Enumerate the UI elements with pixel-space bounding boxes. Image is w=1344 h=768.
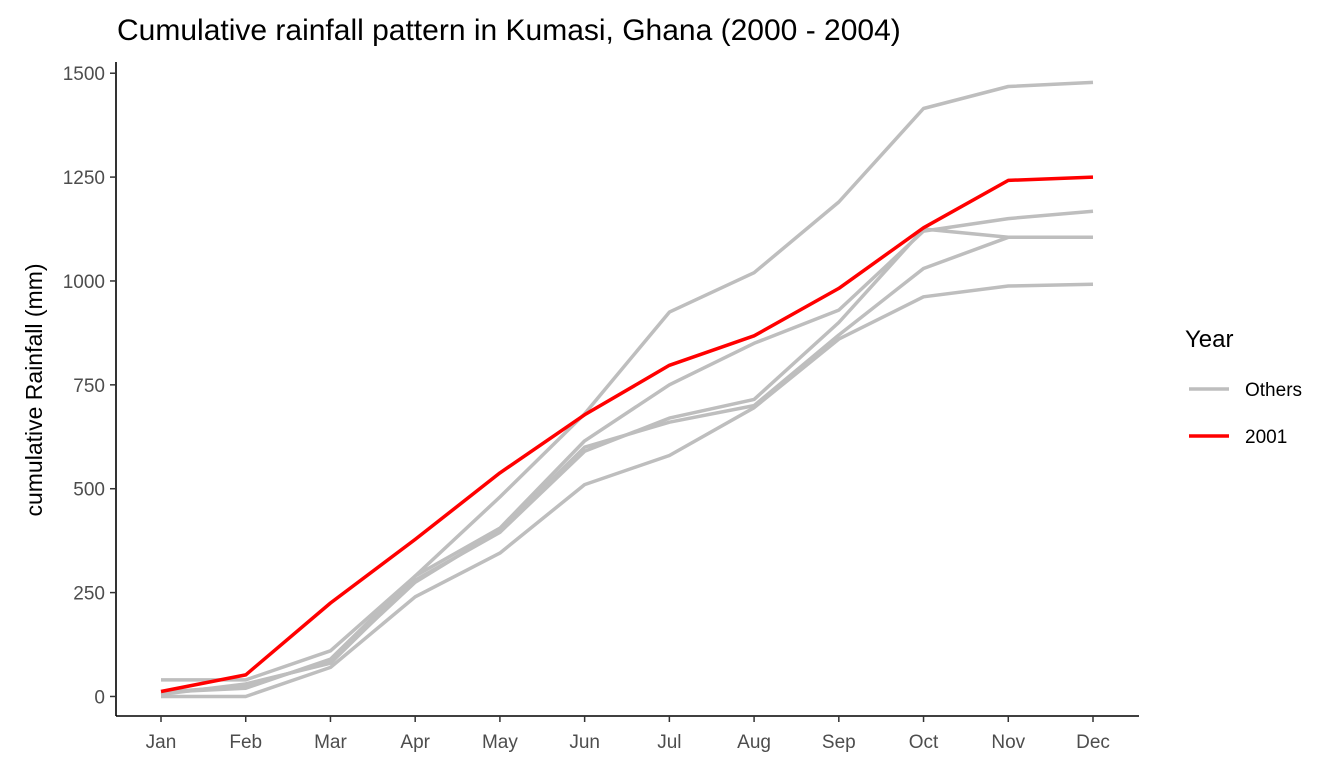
series-line-others-2 bbox=[160, 227, 1093, 697]
series-line-others-4 bbox=[160, 235, 1093, 695]
x-tick-label: Dec bbox=[1076, 732, 1110, 753]
x-tick-label: Apr bbox=[400, 732, 430, 753]
series-line-others-1 bbox=[160, 209, 1094, 695]
x-tick-label: Aug bbox=[737, 732, 771, 753]
x-tick-label: Jan bbox=[146, 732, 177, 753]
y-axis-ticks: 0 250 500 750 1000 1250 1500 bbox=[63, 64, 116, 708]
x-tick-label: Jun bbox=[569, 732, 600, 753]
x-axis-ticks: Jan Feb Mar Apr May Jun Jul Aug Sep Oct Nov Dec bbox=[146, 716, 1110, 753]
x-tick-label: Mar bbox=[314, 732, 347, 753]
x-tick-label: Oct bbox=[909, 732, 939, 753]
y-axis-title: cumulative Rainfall (mm) bbox=[21, 263, 47, 516]
x-tick-label: Nov bbox=[991, 732, 1025, 753]
series-line-others-3 bbox=[161, 282, 1094, 699]
y-tick-label: 500 bbox=[73, 480, 105, 501]
y-tick-label: 0 bbox=[94, 687, 105, 708]
legend-label-others: Others bbox=[1245, 380, 1302, 401]
x-tick-label: May bbox=[482, 732, 518, 753]
y-tick-label: 750 bbox=[73, 376, 105, 397]
y-tick-label: 1250 bbox=[63, 168, 105, 189]
x-tick-label: Jul bbox=[657, 732, 681, 753]
series-line-2001-5 bbox=[160, 175, 1094, 694]
y-tick-label: 250 bbox=[73, 584, 105, 605]
x-tick-label: Feb bbox=[229, 732, 262, 753]
series-lines bbox=[160, 80, 1094, 699]
chart-title: Cumulative rainfall pattern in Kumasi, G… bbox=[117, 14, 901, 47]
y-tick-label: 1000 bbox=[63, 272, 105, 293]
legend-title: Year bbox=[1185, 326, 1234, 353]
legend: Year Others 2001 bbox=[1185, 326, 1302, 448]
y-tick-label: 1500 bbox=[63, 64, 105, 85]
x-tick-label: Sep bbox=[822, 732, 856, 753]
series-line-others-0 bbox=[161, 80, 1094, 682]
legend-label-2001: 2001 bbox=[1245, 427, 1287, 448]
